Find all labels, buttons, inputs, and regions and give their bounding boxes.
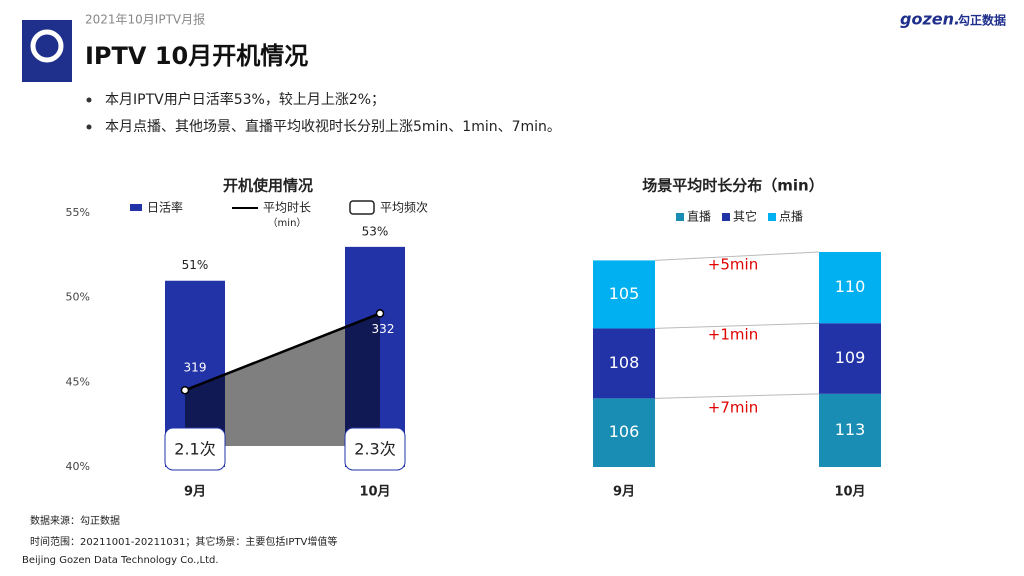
duration-point — [375, 309, 385, 318]
x-tick-label: 9月 — [613, 485, 635, 500]
legend-label: （min） — [268, 217, 307, 229]
frequency-box — [164, 427, 226, 471]
y-tick-label: 55% — [66, 206, 90, 219]
report-name: 2021年10月IPTV月报 — [85, 12, 205, 27]
bar-segment — [593, 260, 655, 329]
legend-swatch — [768, 213, 776, 221]
segment-label: 106 — [609, 422, 640, 441]
bar-segment — [819, 393, 881, 467]
bullet-dot — [86, 124, 92, 130]
y-tick-label: 50% — [66, 291, 90, 304]
annotation: +7min — [708, 399, 758, 417]
legend-label: 平均频次 — [380, 201, 428, 215]
chart-title: 场景平均时长分布（min） — [642, 177, 823, 195]
bar-segment — [593, 398, 655, 467]
duration-label: 332 — [372, 322, 395, 336]
logo-text-cn: 勾正数据 — [958, 13, 1006, 28]
duration-point — [180, 385, 190, 395]
connector — [654, 251, 820, 261]
segment-label: 109 — [835, 348, 866, 367]
y-tick-label: 40% — [66, 460, 90, 473]
legend-label: 点播 — [779, 210, 803, 224]
bullet-dot — [86, 97, 92, 103]
segment-label: 110 — [835, 277, 866, 296]
frequency-label: 2.3次 — [354, 440, 395, 459]
logo-icon — [22, 20, 72, 82]
legend-swatch — [676, 213, 684, 221]
legend-label: 平均时长 — [263, 201, 311, 215]
legend-swatch — [130, 204, 142, 211]
bar-label: 51% — [182, 258, 209, 272]
connector — [654, 322, 820, 329]
source: 数据来源：勾正数据 — [30, 514, 120, 527]
segment-label: 113 — [835, 420, 866, 439]
x-tick-label: 10月 — [834, 485, 865, 500]
connector — [654, 393, 820, 399]
x-tick-label: 9月 — [184, 485, 206, 500]
bar-label: 53% — [362, 224, 389, 238]
duration-line — [184, 312, 381, 392]
legend-swatch — [722, 213, 730, 221]
legend-label: 日活率 — [147, 200, 183, 215]
slide-title: IPTV 10月开机情况 — [85, 42, 308, 70]
legend-label: 其它 — [733, 209, 757, 224]
duration-label: 319 — [184, 361, 207, 375]
bar-segment — [819, 252, 881, 324]
frequency-box — [344, 427, 406, 471]
segment-label: 108 — [609, 353, 640, 372]
frequency-area — [185, 313, 380, 446]
company: Beijing Gozen Data Technology Co.,Ltd. — [22, 555, 219, 566]
annotation: +1min — [708, 325, 758, 343]
legend-swatch — [349, 200, 375, 215]
frequency-label: 2.1次 — [174, 440, 215, 459]
chart-title: 开机使用情况 — [223, 177, 313, 195]
annotation: +5min — [708, 256, 758, 274]
logo-icon-glyph — [30, 29, 64, 63]
bar-segment — [819, 323, 881, 394]
y-tick-label: 45% — [66, 375, 90, 388]
logo-text: gozen. — [900, 10, 960, 29]
bullet: 本月IPTV用户日活率53%，较上月上涨2%； — [105, 91, 385, 108]
legend-label: 直播 — [687, 210, 711, 224]
bullet: 本月点播、其他场景、直播平均收视时长分别上涨5min、1min、7min。 — [105, 118, 561, 135]
x-tick-label: 10月 — [359, 485, 390, 500]
range: 时间范围：20211001-20211031；其它场景：主要包括IPTV增值等 — [30, 535, 337, 548]
segment-label: 105 — [609, 284, 640, 303]
bar-segment — [593, 328, 655, 399]
